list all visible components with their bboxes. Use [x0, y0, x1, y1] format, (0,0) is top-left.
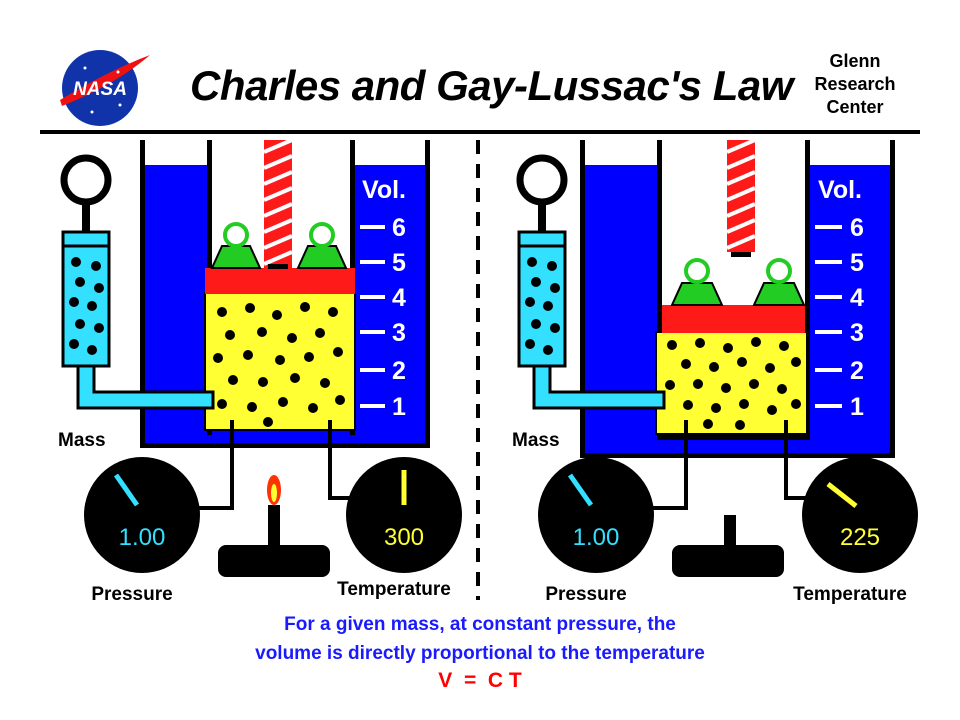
- org-line-3: Center: [826, 97, 884, 117]
- right-vol-ticks: [815, 225, 842, 408]
- left-vol-ticks: [360, 225, 385, 408]
- left-weight-2: [296, 222, 348, 269]
- right-vol-2: 2: [850, 357, 864, 385]
- nasa-logo-text: NASA: [73, 79, 127, 100]
- right-weight-2: [752, 258, 806, 306]
- left-vol-2: 2: [392, 357, 406, 385]
- right-burner: [672, 515, 784, 577]
- caption-formula: V = C T: [438, 669, 522, 692]
- left-vol-3: 3: [392, 319, 406, 347]
- page-title: Charles and Gay-Lussac's Law: [190, 62, 793, 109]
- left-temperature-label: Temperature: [337, 579, 451, 600]
- right-vol-6: 6: [850, 214, 864, 242]
- left-vol-5: 5: [392, 249, 406, 277]
- right-pressure-label: Pressure: [545, 584, 626, 605]
- org-name: Glenn Research Center: [800, 50, 910, 119]
- right-panel: Vol. 6 5 4 3 2 1 Mass: [512, 138, 918, 605]
- right-temperature-gauge: 225: [802, 457, 918, 573]
- org-line-2: Research: [814, 74, 896, 94]
- right-temperature-value: 225: [840, 524, 880, 551]
- left-temperature-gauge: 300: [346, 457, 462, 573]
- right-mass-label: Mass: [512, 430, 560, 451]
- right-tank-water-bottom: [585, 440, 890, 453]
- right-weight-1: [670, 258, 724, 306]
- left-pressure-gauge: 1.00: [84, 457, 200, 573]
- left-tank-water-bottom: [145, 430, 425, 443]
- left-vol-6: 6: [392, 214, 406, 242]
- right-vol-label: Vol.: [818, 176, 862, 204]
- right-temperature-label: Temperature: [793, 584, 907, 605]
- right-mass-syringe: [516, 154, 666, 410]
- caption-line-2: volume is directly proportional to the t…: [255, 643, 705, 664]
- right-pressure-gauge: 1.00: [538, 457, 654, 573]
- left-vol-4: 4: [392, 284, 406, 312]
- nasa-logo: NASA: [60, 50, 150, 126]
- right-vol-3: 3: [850, 319, 864, 347]
- caption-line-1: For a given mass, at constant pressure, …: [284, 614, 676, 635]
- left-burner: [218, 475, 330, 577]
- right-tank-water-left: [585, 165, 657, 453]
- left-temperature-value: 300: [384, 524, 424, 551]
- left-vol-label: Vol.: [362, 176, 406, 204]
- left-panel: Vol. 6 5 4 3 2 1 Mass: [58, 138, 462, 605]
- left-piston: [205, 268, 355, 294]
- left-tank-water-right: [355, 165, 425, 443]
- right-vol-4: 4: [850, 284, 864, 312]
- left-pressure-label: Pressure: [91, 584, 172, 605]
- left-vol-1: 1: [392, 393, 406, 421]
- right-vol-5: 5: [850, 249, 864, 277]
- header-rule: [40, 130, 920, 134]
- right-piston-rod: [726, 138, 756, 257]
- right-piston: [662, 305, 805, 333]
- left-weight-1: [210, 222, 262, 269]
- right-vol-1: 1: [850, 393, 864, 421]
- right-gas-molecules: [665, 337, 801, 430]
- right-pressure-value: 1.00: [573, 524, 620, 551]
- left-piston-rod: [263, 138, 293, 269]
- left-pressure-value: 1.00: [119, 524, 166, 551]
- left-mass-syringe: [60, 154, 215, 410]
- left-gas-molecules: [213, 302, 345, 427]
- left-mass-label: Mass: [58, 430, 106, 451]
- org-line-1: Glenn: [829, 51, 881, 71]
